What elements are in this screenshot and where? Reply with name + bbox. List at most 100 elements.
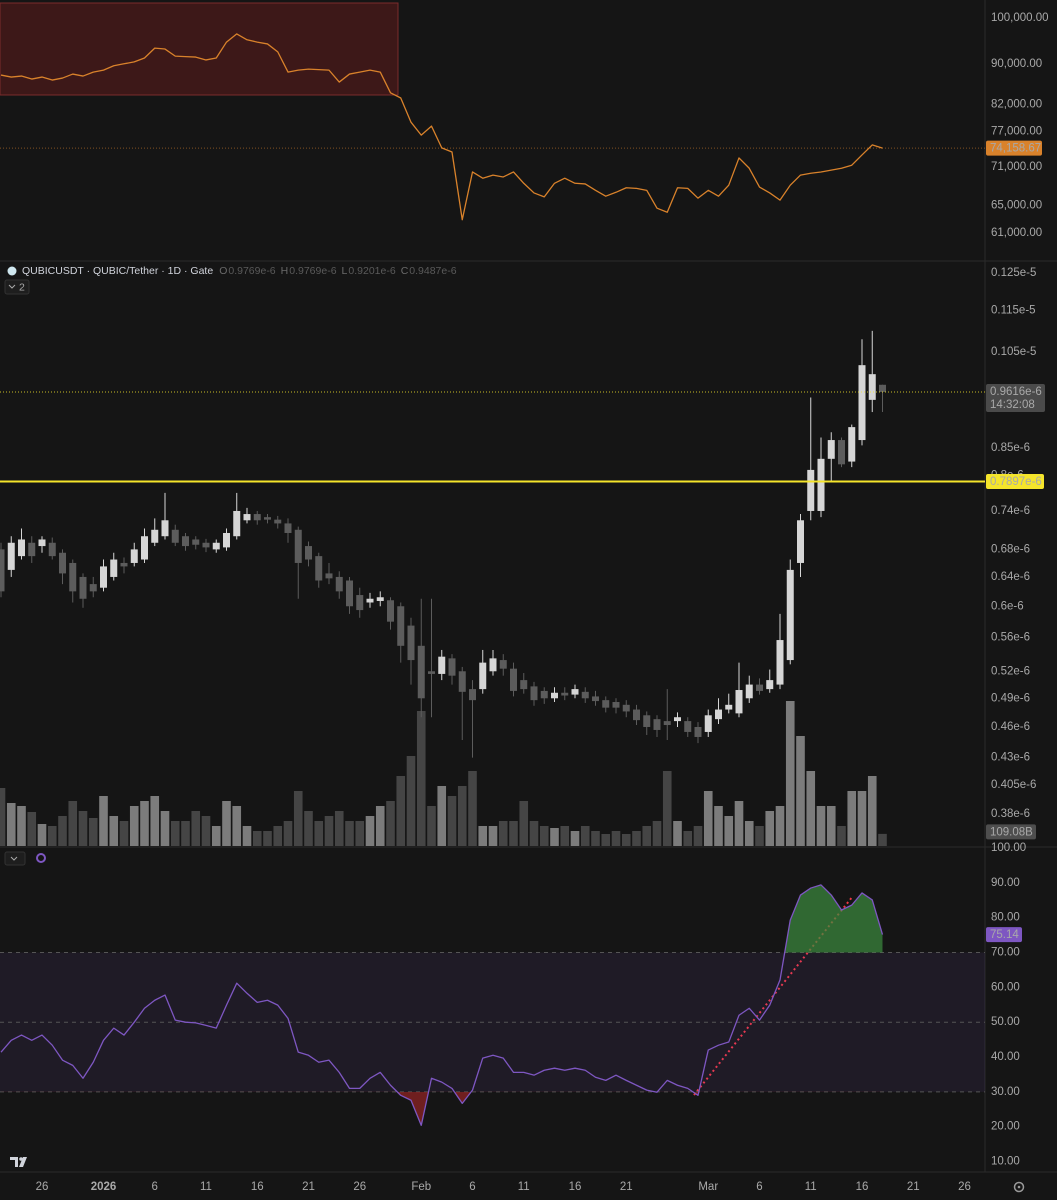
candle-body [438, 656, 446, 674]
candle-body [561, 692, 569, 696]
volume-bar [806, 771, 816, 846]
volume-bar [796, 736, 805, 846]
candle-body [212, 542, 220, 550]
candle-body [264, 517, 271, 520]
y-tick-label: 0.68e-6 [991, 543, 1030, 555]
y-tick-label: 0.125e-5 [991, 267, 1036, 279]
candle-body [694, 726, 702, 737]
y-tick-label: 90,000.00 [991, 58, 1042, 70]
candle-body [315, 556, 323, 581]
candle-body [305, 546, 312, 560]
indicators-toggle[interactable] [4, 279, 30, 295]
candle-body [335, 576, 343, 592]
volume-bar [457, 786, 467, 846]
candle-body [417, 645, 425, 699]
volume-bar [0, 788, 6, 846]
volume-bar [304, 811, 313, 846]
volume-bar [488, 826, 498, 846]
volume-bar [765, 811, 775, 846]
x-tick-label: 21 [907, 1181, 920, 1193]
volume-bar [211, 826, 221, 846]
volume-bar [406, 756, 416, 846]
volume-bar [785, 701, 795, 846]
x-tick-label: 26 [353, 1181, 366, 1193]
volume-bar [88, 818, 98, 846]
candle-body [253, 514, 261, 521]
y-tick-label: 0.105e-5 [991, 346, 1036, 358]
x-tick-label: 6 [152, 1181, 158, 1193]
candle-body [79, 576, 87, 599]
ohlc-key: H [281, 265, 289, 277]
candle-body [786, 569, 794, 661]
volume-bar [6, 803, 16, 846]
volume-bar [632, 831, 641, 846]
candle-body [48, 542, 56, 557]
volume-bar [878, 833, 887, 846]
y-tick-label: 40.00 [991, 1051, 1020, 1063]
volume-bar [621, 834, 631, 846]
candle-body [89, 584, 97, 592]
x-tick-label: 26 [958, 1181, 971, 1193]
ohlc-key: O [219, 265, 227, 277]
candle-body [243, 514, 251, 521]
volume-bar [775, 806, 785, 846]
y-tick-label: 0.6e-6 [991, 600, 1024, 612]
volume-bar [673, 821, 682, 846]
chevron-icon [10, 856, 18, 861]
volume-bar [744, 821, 754, 846]
volume-bar [47, 826, 57, 846]
candle-body [151, 529, 159, 543]
volume-bar [427, 806, 436, 846]
volume-bar [78, 811, 88, 846]
candle-body [879, 384, 886, 392]
y-tick-label: 0.85e-6 [991, 442, 1030, 454]
volume-bar [222, 801, 231, 846]
candle-body [428, 671, 435, 674]
candle-body [69, 562, 77, 592]
drawn-rectangle[interactable] [0, 2, 399, 96]
settings-icon[interactable] [1013, 1181, 1025, 1193]
volume-bar [570, 831, 580, 846]
volume-bar [283, 821, 293, 846]
candle-body [28, 542, 36, 557]
volume-bar [847, 791, 857, 846]
indicator-count: 2 [19, 281, 25, 293]
volume-bar [683, 831, 693, 846]
volume-bar [652, 821, 662, 846]
ohlc-value: 0.9769e-6 [228, 265, 275, 277]
candle-body [202, 542, 210, 548]
candle-body [868, 374, 876, 400]
volume-bar [611, 831, 621, 846]
volume-bar [242, 826, 252, 846]
candle-body [192, 539, 200, 545]
y-tick-label: 30.00 [991, 1086, 1020, 1098]
candle-body [274, 519, 282, 524]
x-tick-label: 2026 [91, 1181, 117, 1193]
x-tick-label: 16 [251, 1181, 264, 1193]
candle-body [0, 549, 5, 592]
volume-bar [263, 831, 272, 846]
logo[interactable] [10, 1157, 27, 1167]
candle-body [294, 529, 302, 563]
volume-bar [191, 811, 201, 846]
volume-bar [375, 806, 385, 846]
candle-body [715, 709, 722, 720]
volume-bar [365, 816, 375, 846]
candle-body [387, 600, 394, 622]
volume-bar [437, 786, 447, 846]
compare-price-label: 74,158.67 [990, 143, 1041, 155]
volume-bar [119, 821, 129, 846]
countdown-label: 14:32:08 [990, 399, 1035, 411]
volume-bar [252, 831, 262, 846]
rsi-band-background [0, 952, 985, 1092]
volume-bar [509, 821, 518, 846]
y-tick-label: 80.00 [991, 912, 1020, 924]
x-tick-label: 6 [469, 1181, 475, 1193]
candle-body [725, 704, 733, 710]
indicator-icon[interactable] [36, 853, 46, 863]
volume-bar [550, 828, 559, 846]
candle-body [827, 440, 835, 459]
legend: QUBICUSDT · QUBIC/Tether · 1D · Gate O0.9… [22, 265, 457, 277]
volume-bar [478, 826, 488, 846]
